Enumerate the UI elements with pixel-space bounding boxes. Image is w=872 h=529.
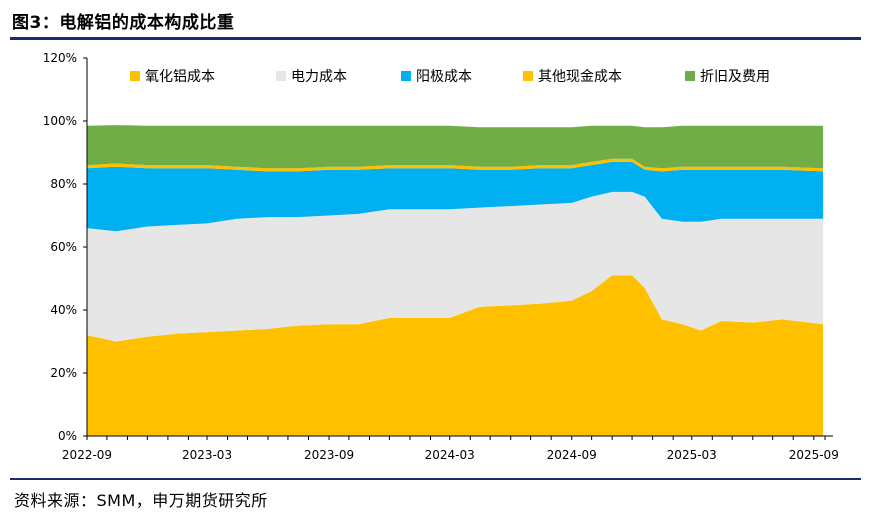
- legend-label-0: 氧化铝成本: [145, 69, 215, 85]
- area-series-1: [87, 191, 824, 342]
- area-series-2: [87, 161, 824, 232]
- legend-swatch-3: [523, 71, 533, 81]
- y-tick-label: 0%: [58, 429, 77, 443]
- legend-swatch-0: [130, 71, 140, 81]
- legend-swatch-4: [685, 71, 695, 81]
- x-tick-label: 2022-09: [62, 448, 112, 462]
- x-tick-label: 2024-03: [425, 448, 475, 462]
- y-tick-label: 20%: [50, 366, 77, 380]
- legend-label-4: 折旧及费用: [700, 69, 770, 85]
- x-tick-label: 2025-09: [789, 448, 839, 462]
- legend-label-2: 阳极成本: [416, 69, 472, 85]
- area-series-4: [87, 125, 824, 169]
- x-tick-label: 2023-09: [304, 448, 354, 462]
- y-tick-label: 120%: [43, 51, 77, 65]
- y-tick-label: 80%: [50, 177, 77, 191]
- y-tick-label: 40%: [50, 303, 77, 317]
- x-tick-label: 2025-03: [667, 448, 717, 462]
- title-divider: [10, 37, 861, 40]
- x-tick-label: 2024-09: [547, 448, 597, 462]
- footer-divider: [10, 478, 861, 480]
- area-series-0: [87, 275, 824, 436]
- legend-label-1: 电力成本: [291, 69, 347, 85]
- legend-swatch-2: [401, 71, 411, 81]
- y-tick-label: 100%: [43, 114, 77, 128]
- x-tick-label: 2023-03: [182, 448, 232, 462]
- y-tick-label: 60%: [50, 240, 77, 254]
- source-note: 资料来源：SMM，申万期货研究所: [14, 491, 268, 510]
- legend-swatch-1: [276, 71, 286, 81]
- legend-label-3: 其他现金成本: [538, 69, 622, 85]
- figure-title: 图3：电解铝的成本构成比重: [12, 13, 235, 33]
